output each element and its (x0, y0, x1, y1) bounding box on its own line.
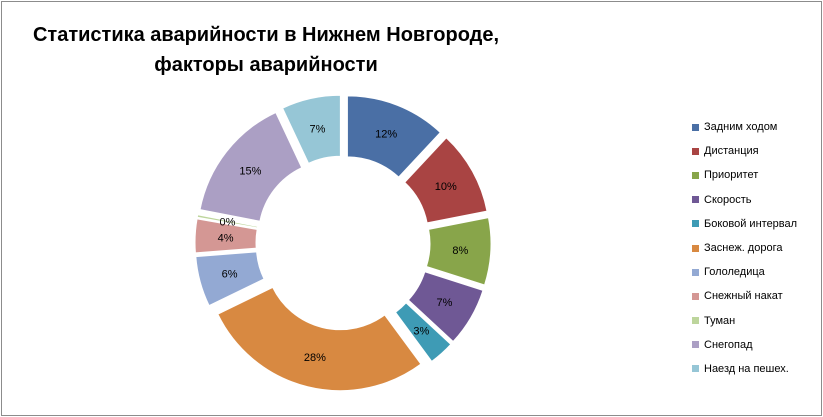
legend-label: Задним ходом (704, 121, 778, 134)
data-label-11: 7% (309, 123, 325, 135)
legend-label: Боковой интервал (704, 217, 798, 230)
legend-item: Снегопад (692, 333, 797, 357)
legend-label: Скорость (704, 193, 752, 206)
legend-swatch (692, 220, 699, 228)
slice-8 (194, 218, 258, 254)
data-label-8: 4% (218, 232, 234, 244)
legend-label: Гололедица (704, 266, 765, 279)
data-label-1: 12% (375, 129, 397, 141)
legend-label: Снегопад (704, 338, 753, 351)
legend-swatch (692, 341, 699, 349)
legend-item: Снежный накат (692, 284, 797, 308)
legend-item: Задним ходом (692, 115, 797, 139)
legend-swatch (692, 147, 699, 155)
data-label-5: 3% (413, 326, 429, 338)
data-label-4: 7% (437, 297, 453, 309)
chart-title: Статистика аварийности в Нижнем Новгород… (2, 20, 530, 80)
legend-item: Заснеж. дорога (692, 236, 797, 260)
legend-label: Туман (704, 314, 736, 327)
slice-2 (404, 137, 488, 224)
legend-item: Наезд на пешех. (692, 357, 797, 381)
legend-swatch (692, 317, 699, 325)
data-label-3: 8% (452, 245, 468, 257)
legend-label: Приоритет (704, 169, 759, 182)
chart-legend: Задним ходом Дистанция Приоритет Скорость Бо… (692, 115, 797, 381)
legend-swatch (692, 292, 699, 300)
slice-11 (281, 94, 341, 165)
data-label-7: 6% (222, 269, 238, 281)
legend-label: Дистанция (704, 145, 759, 158)
slice-1 (346, 95, 441, 178)
legend-item: Туман (692, 309, 797, 333)
slice-9 (196, 214, 259, 229)
data-label-9: 0% (220, 217, 236, 229)
data-label-10: 15% (239, 166, 261, 178)
legend-label: Заснеж. дорога (704, 242, 783, 255)
slice-6 (217, 286, 422, 392)
legend-swatch (692, 196, 699, 204)
legend-swatch (692, 365, 699, 373)
legend-item: Приоритет (692, 163, 797, 187)
chart-title-line-1: Статистика аварийности в Нижнем Новгород… (32, 24, 500, 46)
slice-7 (195, 251, 265, 307)
slice-5 (394, 302, 452, 363)
legend-label: Снежный накат (704, 290, 783, 303)
slice-3 (425, 217, 492, 286)
slice-4 (407, 271, 484, 343)
data-label-2: 10% (435, 181, 457, 193)
legend-item: Дистанция (692, 139, 797, 163)
legend-swatch (692, 268, 699, 276)
legend-swatch (692, 123, 699, 131)
slice-10 (199, 111, 303, 222)
legend-item: Гололедица (692, 260, 797, 284)
legend-item: Боковой интервал (692, 212, 797, 236)
legend-label: Наезд на пешех. (704, 362, 789, 375)
legend-item: Скорость (692, 188, 797, 212)
legend-swatch (692, 244, 699, 252)
chart-title-line-2: факторы аварийности (154, 54, 378, 76)
data-label-6: 28% (304, 352, 326, 364)
legend-swatch (692, 171, 699, 179)
